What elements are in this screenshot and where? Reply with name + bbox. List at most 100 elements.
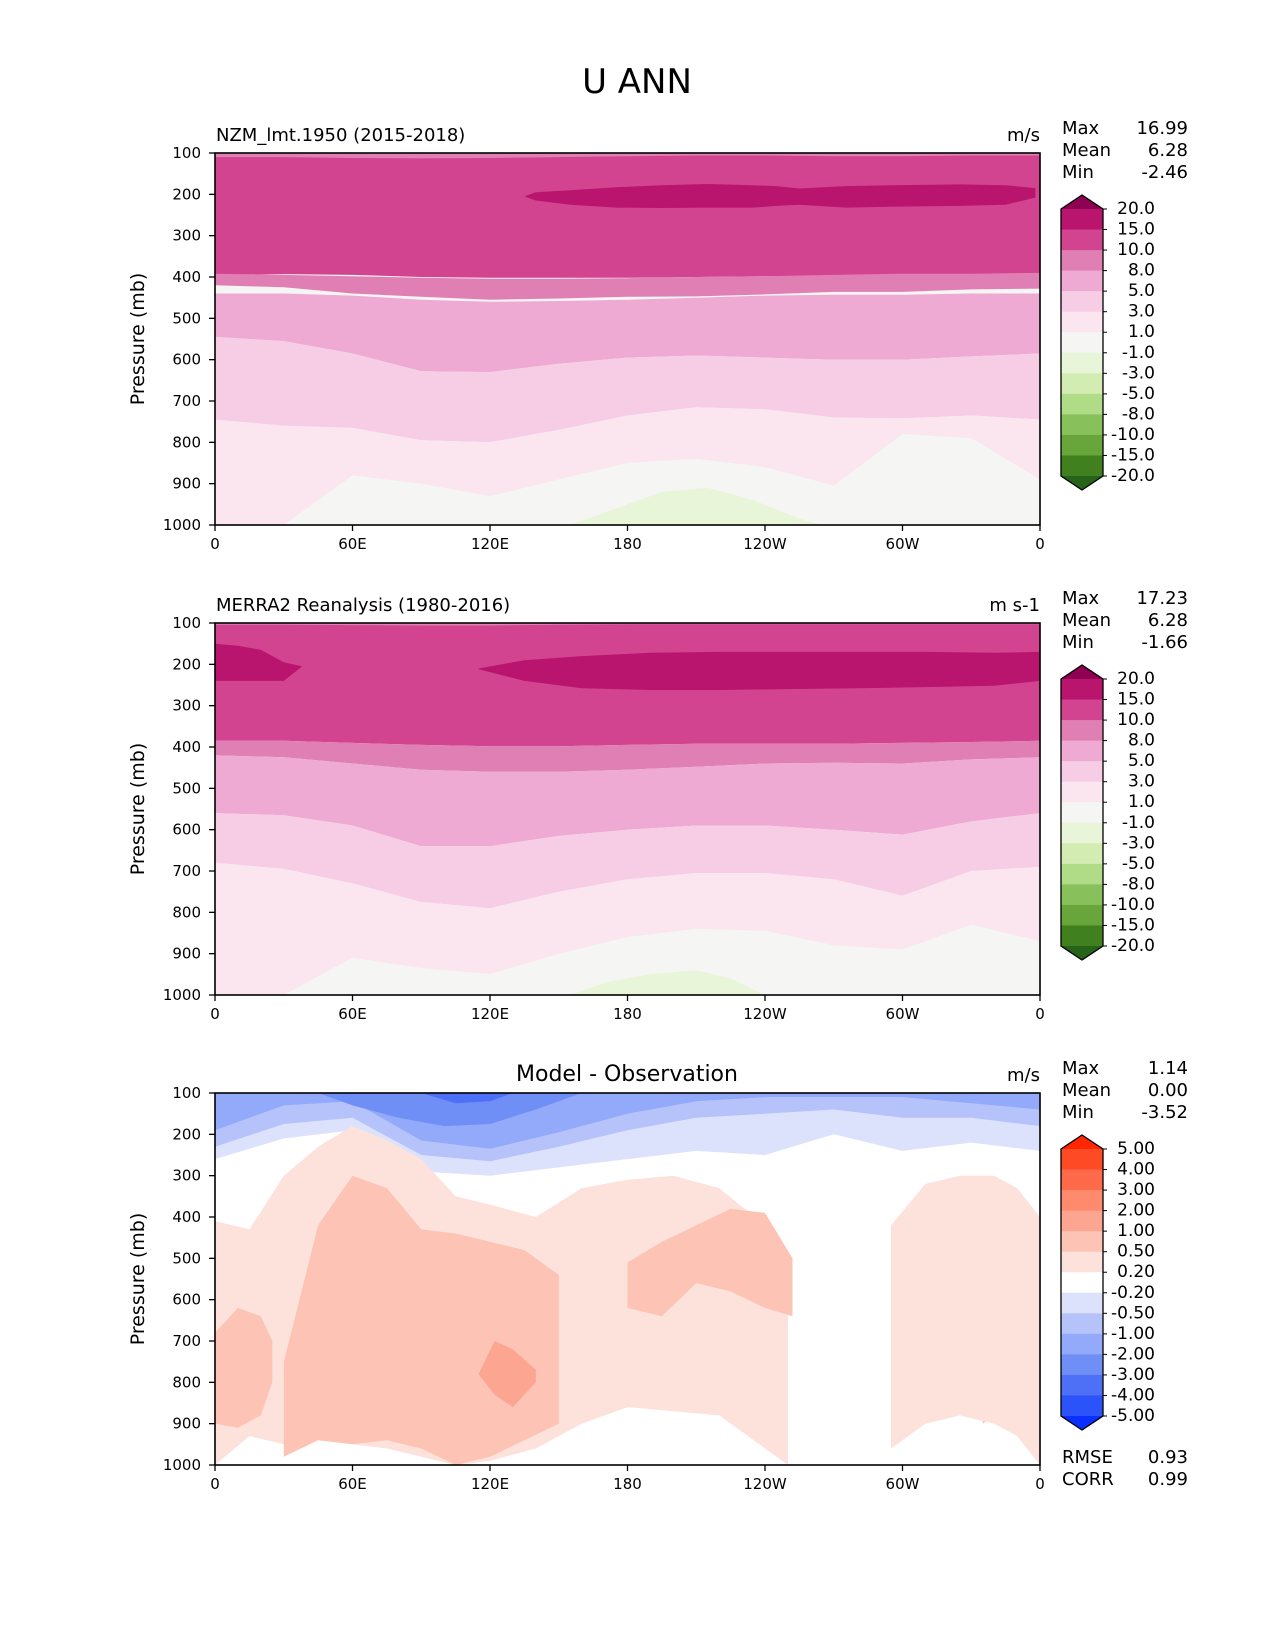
stat-label: Max bbox=[1062, 118, 1100, 139]
y-tick-label: 100 bbox=[172, 1084, 201, 1102]
colorbar-segment bbox=[1061, 414, 1103, 436]
colorbar-segment bbox=[1061, 1190, 1103, 1212]
colorbar-tick-label: -1.0 bbox=[1122, 813, 1155, 833]
y-tick-label: 800 bbox=[172, 1373, 201, 1391]
contour-band bbox=[478, 651, 1040, 690]
x-tick-label: 120W bbox=[743, 1475, 787, 1493]
y-tick-label: 300 bbox=[172, 227, 201, 245]
colorbar-tick-label: 3.0 bbox=[1128, 302, 1155, 322]
stat-label: Max bbox=[1062, 588, 1100, 609]
panel-title-left: MERRA2 Reanalysis (1980-2016) bbox=[216, 595, 510, 616]
y-axis-label: Pressure (mb) bbox=[127, 273, 149, 406]
y-tick-label: 700 bbox=[172, 392, 201, 410]
colorbar-segment bbox=[1061, 1231, 1103, 1253]
y-tick-label: 700 bbox=[172, 1332, 201, 1350]
colorbar-extend-top bbox=[1061, 195, 1103, 209]
y-tick-label: 800 bbox=[172, 433, 201, 451]
stat-value: -3.52 bbox=[1141, 1102, 1188, 1123]
colorbar-segment bbox=[1061, 332, 1103, 354]
metric-label: RMSE bbox=[1062, 1447, 1113, 1468]
contour-band bbox=[215, 336, 1040, 443]
metric-value: 0.99 bbox=[1148, 1469, 1188, 1490]
y-tick-label: 400 bbox=[172, 738, 201, 756]
y-tick-label: 400 bbox=[172, 1208, 201, 1226]
colorbar-tick-label: -20.0 bbox=[1111, 936, 1155, 956]
colorbar-segment bbox=[1061, 884, 1103, 906]
colorbar-segment bbox=[1061, 1292, 1103, 1314]
colorbar-segment bbox=[1061, 761, 1103, 783]
colorbar-tick-label: 2.00 bbox=[1117, 1201, 1155, 1221]
colorbar-tick-label: 4.00 bbox=[1117, 1160, 1155, 1180]
stats-block: Max 1.14 Mean 0.00 Min -3.52 bbox=[1062, 1058, 1188, 1123]
contour-band bbox=[478, 1341, 536, 1408]
metrics-block: RMSE 0.93 CORR 0.99 bbox=[1062, 1447, 1188, 1490]
colorbar-segment bbox=[1061, 863, 1103, 885]
colorbar-tick-label: -0.50 bbox=[1111, 1303, 1155, 1323]
stat-value: 17.23 bbox=[1136, 588, 1188, 609]
contour-band bbox=[215, 293, 1040, 373]
colorbar-segment bbox=[1061, 1313, 1103, 1335]
colorbar-segment bbox=[1061, 699, 1103, 721]
colorbar-segment bbox=[1061, 679, 1103, 701]
y-tick-label: 1000 bbox=[163, 1456, 201, 1474]
colorbar-segment bbox=[1061, 781, 1103, 803]
contour-band bbox=[215, 643, 303, 681]
colorbar-segment bbox=[1061, 455, 1103, 477]
colorbar-tick-label: -8.0 bbox=[1122, 874, 1155, 894]
colorbar-segment bbox=[1061, 270, 1103, 292]
panel-model: NZM_lmt.1950 (2015-2018) m/s Pressure (m… bbox=[127, 118, 1188, 553]
colorbar-tick-label: -10.0 bbox=[1111, 895, 1155, 915]
panel-units: m/s bbox=[1007, 125, 1040, 146]
y-tick-label: 600 bbox=[172, 821, 201, 839]
colorbar-tick-label: 15.0 bbox=[1117, 690, 1155, 710]
x-tick-label: 0 bbox=[1035, 535, 1045, 553]
stat-label: Min bbox=[1062, 1102, 1094, 1123]
colorbar-tick-label: 20.0 bbox=[1117, 199, 1155, 219]
stat-label: Mean bbox=[1062, 610, 1111, 631]
colorbar-segment bbox=[1061, 1251, 1103, 1273]
y-tick-label: 800 bbox=[172, 903, 201, 921]
colorbar-tick-label: 5.0 bbox=[1128, 751, 1155, 771]
stats-block: Max 16.99 Mean 6.28 Min -2.46 bbox=[1062, 118, 1188, 183]
y-tick-label: 600 bbox=[172, 1291, 201, 1309]
colorbar-tick-label: 1.0 bbox=[1128, 792, 1155, 812]
contour-band bbox=[215, 862, 1040, 995]
x-tick-label: 60E bbox=[338, 535, 367, 553]
contour-fill bbox=[215, 624, 1040, 995]
colorbar-segment bbox=[1061, 250, 1103, 272]
colorbar-segment bbox=[1061, 1272, 1103, 1294]
colorbar-tick-label: -5.0 bbox=[1122, 384, 1155, 404]
contour-band bbox=[215, 407, 1040, 525]
colorbar-tick-label: -15.0 bbox=[1111, 445, 1155, 465]
stat-value: 0.00 bbox=[1148, 1080, 1188, 1101]
x-tick-label: 60E bbox=[338, 1475, 367, 1493]
colorbar-tick-label: 3.00 bbox=[1117, 1180, 1155, 1200]
contour-band bbox=[524, 184, 1036, 208]
contour-plot: 100 200 300 400 500 600 700 800 900 1000 0 60E 120E 1… bbox=[163, 144, 1045, 553]
y-tick-label: 600 bbox=[172, 351, 201, 369]
colorbar-segment bbox=[1061, 1210, 1103, 1232]
y-tick-label: 900 bbox=[172, 1415, 201, 1433]
x-tick-label: 120E bbox=[471, 1475, 509, 1493]
colorbar-tick-label: -3.00 bbox=[1111, 1365, 1155, 1385]
colorbar-segment bbox=[1061, 802, 1103, 824]
stat-value: -1.66 bbox=[1141, 632, 1188, 653]
colorbar-extend-top bbox=[1061, 1135, 1103, 1149]
x-tick-label: 180 bbox=[613, 1005, 642, 1023]
colorbar-extend-bottom bbox=[1061, 1416, 1103, 1430]
colorbar-segment bbox=[1061, 1149, 1103, 1171]
colorbar-segment bbox=[1061, 1374, 1103, 1396]
x-tick-label: 60W bbox=[886, 1005, 920, 1023]
stat-label: Min bbox=[1062, 632, 1094, 653]
x-tick-label: 0 bbox=[1035, 1475, 1045, 1493]
x-tick-label: 60W bbox=[886, 535, 920, 553]
colorbar-tick-label: -1.00 bbox=[1111, 1324, 1155, 1344]
colorbar-extend-bottom bbox=[1061, 946, 1103, 960]
colorbar-tick-label: 8.0 bbox=[1128, 261, 1155, 281]
y-tick-label: 900 bbox=[172, 945, 201, 963]
colorbar-tick-label: 1.00 bbox=[1117, 1221, 1155, 1241]
colorbar-segment bbox=[1061, 434, 1103, 456]
colorbar-extend-bottom bbox=[1061, 476, 1103, 490]
y-axis-label: Pressure (mb) bbox=[127, 1213, 149, 1346]
stat-value: -2.46 bbox=[1141, 162, 1188, 183]
